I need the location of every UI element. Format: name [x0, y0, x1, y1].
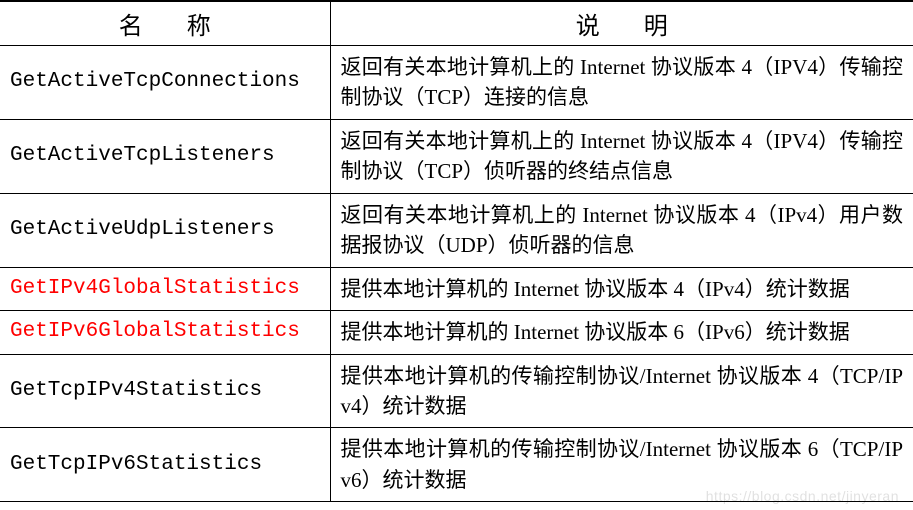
- cell-name: GetTcpIPv4Statistics: [0, 354, 330, 428]
- cell-desc: 提供本地计算机的传输控制协议/Internet 协议版本 4（TCP/IPv4）…: [330, 354, 913, 428]
- table-row: GetIPv4GlobalStatistics 提供本地计算机的 Interne…: [0, 267, 913, 310]
- header-name: 名称: [0, 1, 330, 46]
- table-row: GetTcpIPv4Statistics 提供本地计算机的传输控制协议/Inte…: [0, 354, 913, 428]
- cell-name: GetIPv6GlobalStatistics: [0, 311, 330, 354]
- cell-desc: 返回有关本地计算机上的 Internet 协议版本 4（IPV4）传输控制协议（…: [330, 119, 913, 193]
- cell-desc: 返回有关本地计算机上的 Internet 协议版本 4（IPV4）传输控制协议（…: [330, 46, 913, 120]
- cell-name: GetIPv4GlobalStatistics: [0, 267, 330, 310]
- table-row: GetActiveUdpListeners 返回有关本地计算机上的 Intern…: [0, 193, 913, 267]
- table-row: GetIPv6GlobalStatistics 提供本地计算机的 Interne…: [0, 311, 913, 354]
- cell-desc: 提供本地计算机的 Internet 协议版本 4（IPv4）统计数据: [330, 267, 913, 310]
- cell-name: GetActiveTcpListeners: [0, 119, 330, 193]
- header-desc: 说明: [330, 1, 913, 46]
- cell-name: GetActiveTcpConnections: [0, 46, 330, 120]
- cell-desc: 提供本地计算机的 Internet 协议版本 6（IPv6）统计数据: [330, 311, 913, 354]
- cell-name: GetTcpIPv6Statistics: [0, 428, 330, 502]
- table-row: GetActiveTcpConnections 返回有关本地计算机上的 Inte…: [0, 46, 913, 120]
- table-row: GetTcpIPv6Statistics 提供本地计算机的传输控制协议/Inte…: [0, 428, 913, 502]
- cell-name: GetActiveUdpListeners: [0, 193, 330, 267]
- page-container: 名称 说明 GetActiveTcpConnections 返回有关本地计算机上…: [0, 0, 913, 510]
- table-row: GetActiveTcpListeners 返回有关本地计算机上的 Intern…: [0, 119, 913, 193]
- header-row: 名称 说明: [0, 1, 913, 46]
- api-table: 名称 说明 GetActiveTcpConnections 返回有关本地计算机上…: [0, 0, 913, 502]
- cell-desc: 返回有关本地计算机上的 Internet 协议版本 4（IPv4）用户数据报协议…: [330, 193, 913, 267]
- cell-desc: 提供本地计算机的传输控制协议/Internet 协议版本 6（TCP/IPv6）…: [330, 428, 913, 502]
